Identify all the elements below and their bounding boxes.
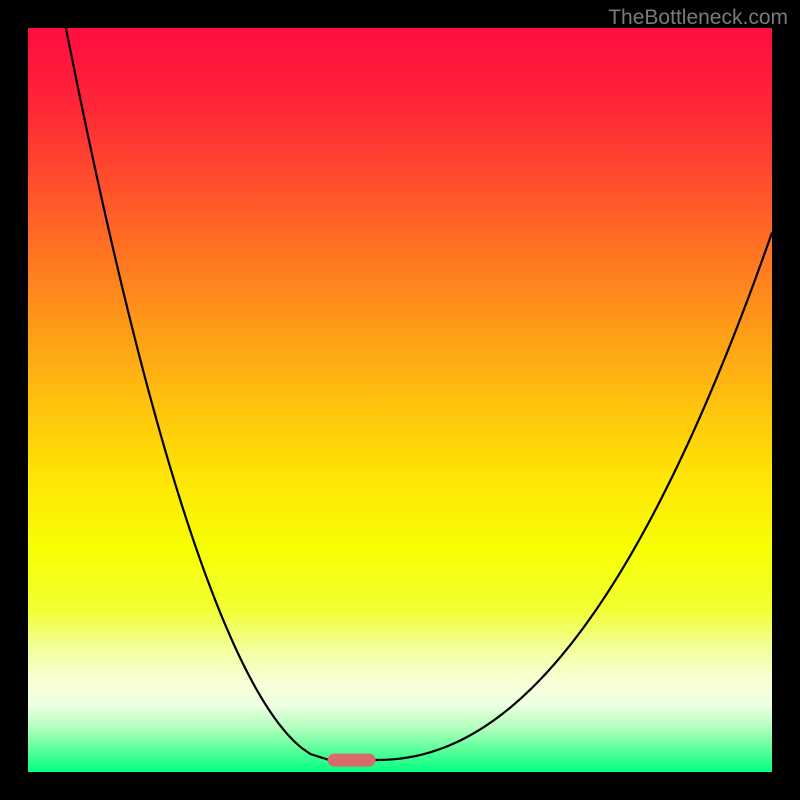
plot-area <box>28 28 772 772</box>
bottleneck-chart-svg <box>28 28 772 772</box>
trough-marker <box>328 754 376 767</box>
watermark-text: TheBottleneck.com <box>608 6 788 30</box>
chart-container: TheBottleneck.com <box>0 0 800 800</box>
gradient-background <box>28 28 772 772</box>
